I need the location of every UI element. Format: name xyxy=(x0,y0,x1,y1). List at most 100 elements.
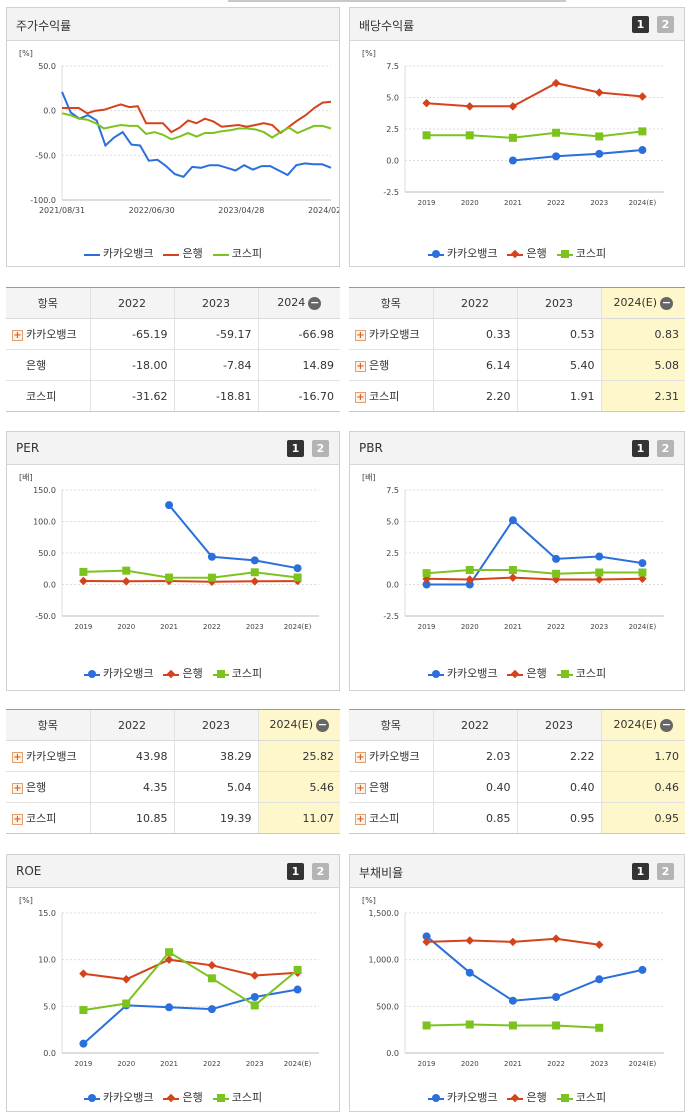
data-point xyxy=(79,576,88,586)
page-2-button[interactable]: 2 xyxy=(657,440,674,457)
table-row: + 카카오뱅크 2.03 2.22 1.70 xyxy=(349,740,685,772)
expand-plus-icon[interactable]: + xyxy=(12,329,23,341)
expand-plus-icon[interactable]: + xyxy=(355,782,366,794)
legend-item: 카카오뱅크 xyxy=(83,665,154,681)
row-label: 코스피 xyxy=(26,812,57,825)
y-tick-label: 100.0 xyxy=(33,518,56,527)
row-label: 카카오뱅크 xyxy=(26,750,77,763)
collapse-minus-icon[interactable]: − xyxy=(660,295,674,310)
y-tick-label: 0.0 xyxy=(43,581,56,590)
data-point xyxy=(638,559,647,568)
x-tick-label: 2020 xyxy=(117,623,135,631)
page-1-button[interactable]: 1 xyxy=(287,863,304,880)
row-label-cell: + 은행 xyxy=(6,771,90,803)
data-point xyxy=(638,574,647,583)
pbr-svg: [배] 7.5 5.0 2.5 0.0 -2.5 2019 2020 2021 2022 2023 2… xyxy=(362,473,664,631)
x-tick-label: 2024(E) xyxy=(284,1060,312,1068)
debt-ratio-panel: 부채비율 1 2 [%] 1,500.0 1,000.0 500.0 0.0 2019 20… xyxy=(349,854,685,1112)
data-point xyxy=(465,580,474,589)
x-tick-label: 2024(E) xyxy=(284,623,312,631)
expand-plus-icon[interactable]: + xyxy=(355,329,366,341)
y-tick-label: -50.0 xyxy=(35,612,56,621)
data-point xyxy=(422,98,431,108)
panel-header: ROE 1 2 xyxy=(7,855,339,888)
x-tick-label: 2023 xyxy=(246,623,264,631)
panel-header: 주가수익률 xyxy=(7,8,339,41)
row-label: 은행 xyxy=(26,359,47,372)
page-2-button[interactable]: 2 xyxy=(657,863,674,880)
data-point xyxy=(207,573,216,582)
series-line-bank xyxy=(83,579,298,583)
value-cell: 0.40 xyxy=(516,771,601,803)
value-cell: 0.83 xyxy=(600,318,685,350)
value-cell: -7.84 xyxy=(173,349,258,381)
value-cell: -31.62 xyxy=(89,380,174,412)
expand-plus-icon[interactable]: + xyxy=(12,813,23,825)
collapse-minus-icon[interactable]: − xyxy=(316,717,330,732)
y-tick-label: -2.5 xyxy=(383,612,399,621)
y-tick-label: 1,500.0 xyxy=(368,909,399,918)
row-label-cell: + 코스피 xyxy=(6,802,90,834)
page-2-button[interactable]: 2 xyxy=(312,440,329,457)
data-point xyxy=(122,999,131,1008)
dividend-yield-svg: [%] 7.5 5.0 2.5 0.0 -2.5 2019 2020 2021 2022 2023 2… xyxy=(362,49,664,207)
data-point xyxy=(638,965,647,974)
y-tick-label: -100.0 xyxy=(30,196,56,205)
page-1-button[interactable]: 1 xyxy=(632,440,649,457)
expand-plus-icon[interactable]: + xyxy=(12,782,23,794)
legend-label: 카카오뱅크 xyxy=(102,1091,154,1104)
expand-plus-icon[interactable]: + xyxy=(355,813,366,825)
value-cell: 10.85 xyxy=(89,802,174,834)
data-point xyxy=(465,968,474,977)
page-1-button[interactable]: 1 xyxy=(632,16,649,33)
legend-item: 은행 xyxy=(507,245,547,261)
y-tick-label: 15.0 xyxy=(38,909,56,918)
roe-svg: [%] 15.0 10.0 5.0 0.0 2019 2020 2021 2022 2023 202… xyxy=(19,896,319,1068)
y-tick-label: 2.5 xyxy=(386,125,399,134)
series-line-kospi xyxy=(426,130,643,139)
value-cell: 1.91 xyxy=(516,380,601,412)
legend-marker-icon xyxy=(163,669,180,679)
legend-marker-icon xyxy=(163,1093,180,1103)
data-point xyxy=(250,577,259,586)
x-tick-label: 2024(E) xyxy=(629,623,657,631)
page-2-button[interactable]: 2 xyxy=(312,863,329,880)
legend-marker-icon xyxy=(556,249,573,259)
expand-plus-icon[interactable]: + xyxy=(12,751,23,763)
page-1-button[interactable]: 1 xyxy=(287,440,304,457)
unit-label: [%] xyxy=(19,49,33,58)
collapse-minus-icon[interactable]: − xyxy=(308,295,322,310)
row-label: 은행 xyxy=(369,359,390,372)
row-label-cell: + 은행 xyxy=(349,771,433,803)
legend-label: 코스피 xyxy=(231,1091,263,1104)
expand-plus-icon[interactable]: + xyxy=(355,391,366,403)
legend-label: 코스피 xyxy=(231,247,263,260)
x-tick-label: 2023 xyxy=(590,623,608,631)
value-cell: 0.53 xyxy=(516,318,601,350)
stock-return-table: 항목 2022 2023 2024− + 카카오뱅크 -65.19 -59.17 -66… xyxy=(6,287,340,412)
collapse-minus-icon[interactable]: − xyxy=(660,717,674,732)
roe-panel: ROE 1 2 [%] 15.0 10.0 5.0 0.0 2019 2020 2021 202… xyxy=(6,854,340,1112)
x-tick-label: 2021 xyxy=(504,623,522,631)
expand-plus-icon[interactable]: + xyxy=(355,360,366,372)
data-point xyxy=(638,568,647,577)
chart-legend: 카카오뱅크 은행 코스피 xyxy=(7,245,339,261)
x-tick-label: 2021 xyxy=(160,623,178,631)
stock-return-chart: [%] 50.0 0.0 -50.0 -100.0 2021/08/31 2022/06/3… xyxy=(7,42,354,232)
legend-label: 카카오뱅크 xyxy=(102,667,154,680)
x-tick-label: 2023 xyxy=(590,1060,608,1068)
chart-legend: 카카오뱅크 은행 코스피 xyxy=(350,1089,684,1105)
x-tick-label: 2021 xyxy=(504,199,522,207)
value-cell: 2.31 xyxy=(600,380,685,412)
legend-item: 코스피 xyxy=(212,1089,263,1105)
series-line-kakao xyxy=(82,988,298,1045)
expand-plus-icon[interactable]: + xyxy=(355,751,366,763)
legend-item: 은행 xyxy=(507,665,547,681)
legend-marker-icon xyxy=(427,249,444,259)
page-1-button[interactable]: 1 xyxy=(632,863,649,880)
data-point xyxy=(595,132,604,141)
page-2-button[interactable]: 2 xyxy=(657,16,674,33)
value-cell: 25.82 xyxy=(257,740,340,772)
series-line-kospi xyxy=(61,112,332,141)
panel-header: 배당수익률 1 2 xyxy=(350,8,684,41)
